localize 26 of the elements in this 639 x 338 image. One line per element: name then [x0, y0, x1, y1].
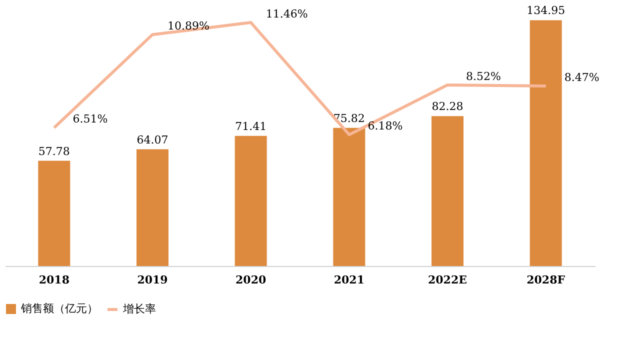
- data-label: 71.41: [235, 120, 267, 133]
- data-label: 6.51%: [72, 112, 108, 126]
- data-label: 57.78: [38, 144, 70, 158]
- data-label: 75.82: [333, 112, 365, 125]
- x-tick-label: 2019: [137, 274, 168, 286]
- legend-label: 增长率: [122, 302, 156, 316]
- data-label: 6.18%: [368, 120, 403, 133]
- data-label: 82.28: [432, 100, 464, 114]
- data-label: 10.89%: [168, 20, 210, 33]
- x-tick-label: 2020: [236, 274, 266, 286]
- bar: [234, 136, 267, 266]
- bar: [333, 128, 366, 266]
- legend-label: 销售额（亿元）: [20, 302, 98, 315]
- data-label: 64.07: [136, 133, 168, 146]
- bar: [432, 116, 464, 266]
- data-label: 8.47%: [564, 71, 600, 84]
- bar: [530, 20, 562, 266]
- x-tick-label: 2021: [334, 274, 364, 286]
- data-label: 134.95: [526, 4, 566, 18]
- bar: [38, 160, 70, 266]
- x-tick-label: 2028F: [526, 274, 566, 286]
- data-label: 11.46%: [266, 7, 308, 20]
- x-tick-label: 2022E: [428, 274, 467, 286]
- bar: [136, 149, 168, 266]
- data-label: 8.52%: [466, 70, 501, 83]
- x-tick-label: 2018: [38, 274, 70, 286]
